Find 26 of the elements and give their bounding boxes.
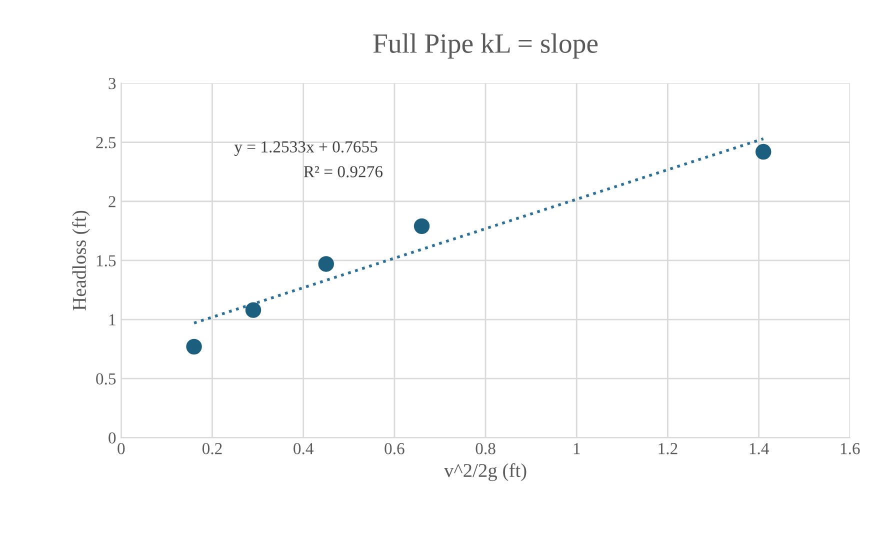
point xyxy=(414,218,430,234)
y-axis-title: Headloss (ft) xyxy=(72,210,90,310)
point xyxy=(318,256,334,272)
x-tick-label: 1 xyxy=(574,443,580,454)
x-tick-label: 0.2 xyxy=(202,443,222,454)
y-tick-label: 1 xyxy=(109,314,116,326)
annotation: R² = 0.9276 xyxy=(304,166,383,178)
point xyxy=(186,338,202,355)
chart-title: Full Pipe kL = slope xyxy=(373,33,598,59)
y-tick-label: 1.5 xyxy=(96,255,116,266)
x-tick-label: 0.8 xyxy=(476,443,496,454)
y-tick-label: 2 xyxy=(108,196,116,208)
x-tick-label: 1.2 xyxy=(658,443,678,454)
point xyxy=(245,302,262,318)
point xyxy=(756,144,772,160)
x-tick-label: 1.6 xyxy=(840,443,860,454)
x-tick-label: 0.4 xyxy=(294,443,314,454)
x-tick-label: 1.4 xyxy=(750,443,769,454)
y-tick-label: 0 xyxy=(108,432,116,444)
y-tick-label: 3 xyxy=(108,78,116,90)
y-tick-label: 0.5 xyxy=(96,373,116,385)
x-tick-label: 0 xyxy=(118,443,125,454)
x-tick-label: 0.6 xyxy=(384,443,404,454)
x-axis-title: v^2/2g (ft) xyxy=(444,463,526,482)
y-tick-label: 2.5 xyxy=(96,137,116,148)
annotation: y = 1.2533x + 0.7655 xyxy=(234,141,378,156)
